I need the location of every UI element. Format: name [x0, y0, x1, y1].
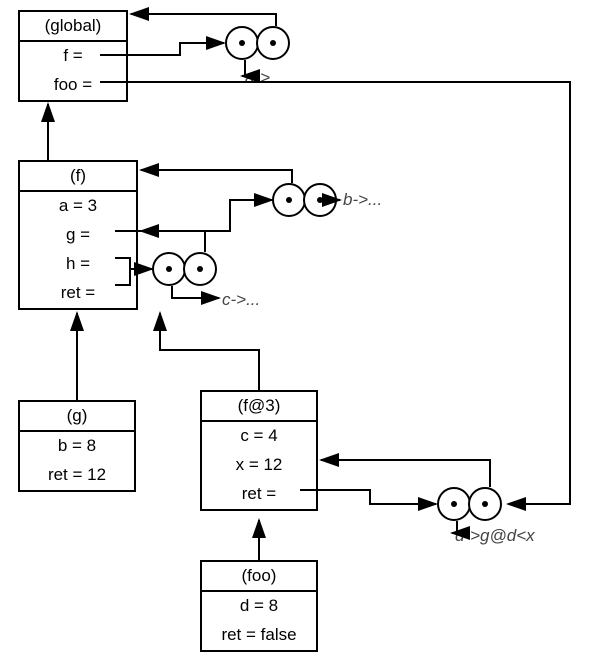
frame-f: (f) a = 3 g = h = ret = [18, 160, 138, 310]
closure-foo [440, 487, 502, 521]
frame-f3-row-ret: ret = [202, 480, 316, 509]
closure-circle-icon [468, 487, 502, 521]
frame-f-row-h: h = [20, 250, 136, 279]
closure-circle-icon [183, 252, 217, 286]
frame-g-title: (g) [20, 402, 134, 432]
closure-circle-icon [437, 487, 471, 521]
frame-g: (g) b = 8 ret = 12 [18, 400, 136, 492]
closure-g-label: b->... [343, 190, 382, 210]
closure-f-label: a->... [245, 68, 284, 88]
closure-foo-label: d->g@d<x [455, 526, 535, 546]
closure-h [155, 252, 217, 286]
closure-circle-icon [225, 26, 259, 60]
frame-global-title: (global) [20, 12, 126, 42]
frame-foo: (foo) d = 8 ret = false [200, 560, 318, 652]
frame-f3-row-c: c = 4 [202, 422, 316, 451]
frame-foo-row-ret: ret = false [202, 621, 316, 650]
closure-circle-icon [152, 252, 186, 286]
frame-global: (global) f = foo = [18, 10, 128, 102]
closure-f [228, 26, 290, 60]
frame-global-row-foo: foo = [20, 71, 126, 100]
frame-g-row-ret: ret = 12 [20, 461, 134, 490]
frame-foo-title: (foo) [202, 562, 316, 592]
frame-f3: (f@3) c = 4 x = 12 ret = [200, 390, 318, 511]
closure-h-label: c->... [222, 290, 260, 310]
closure-circle-icon [303, 183, 337, 217]
frame-foo-row-d: d = 8 [202, 592, 316, 621]
frame-f3-row-x: x = 12 [202, 451, 316, 480]
frame-f-row-ret: ret = [20, 279, 136, 308]
frame-f-row-g: g = [20, 221, 136, 250]
frame-g-row-b: b = 8 [20, 432, 134, 461]
closure-g [275, 183, 337, 217]
closure-circle-icon [272, 183, 306, 217]
frame-f-row-a: a = 3 [20, 192, 136, 221]
closure-circle-icon [256, 26, 290, 60]
frame-f-title: (f) [20, 162, 136, 192]
frame-global-row-f: f = [20, 42, 126, 71]
frame-f3-title: (f@3) [202, 392, 316, 422]
